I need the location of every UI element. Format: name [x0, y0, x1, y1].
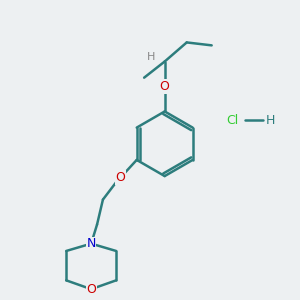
Text: H: H [266, 114, 275, 127]
Text: O: O [160, 80, 170, 93]
Text: Cl: Cl [226, 114, 238, 127]
Text: H: H [147, 52, 156, 62]
Text: O: O [116, 171, 125, 184]
Text: N: N [86, 237, 96, 250]
Text: O: O [86, 283, 96, 296]
